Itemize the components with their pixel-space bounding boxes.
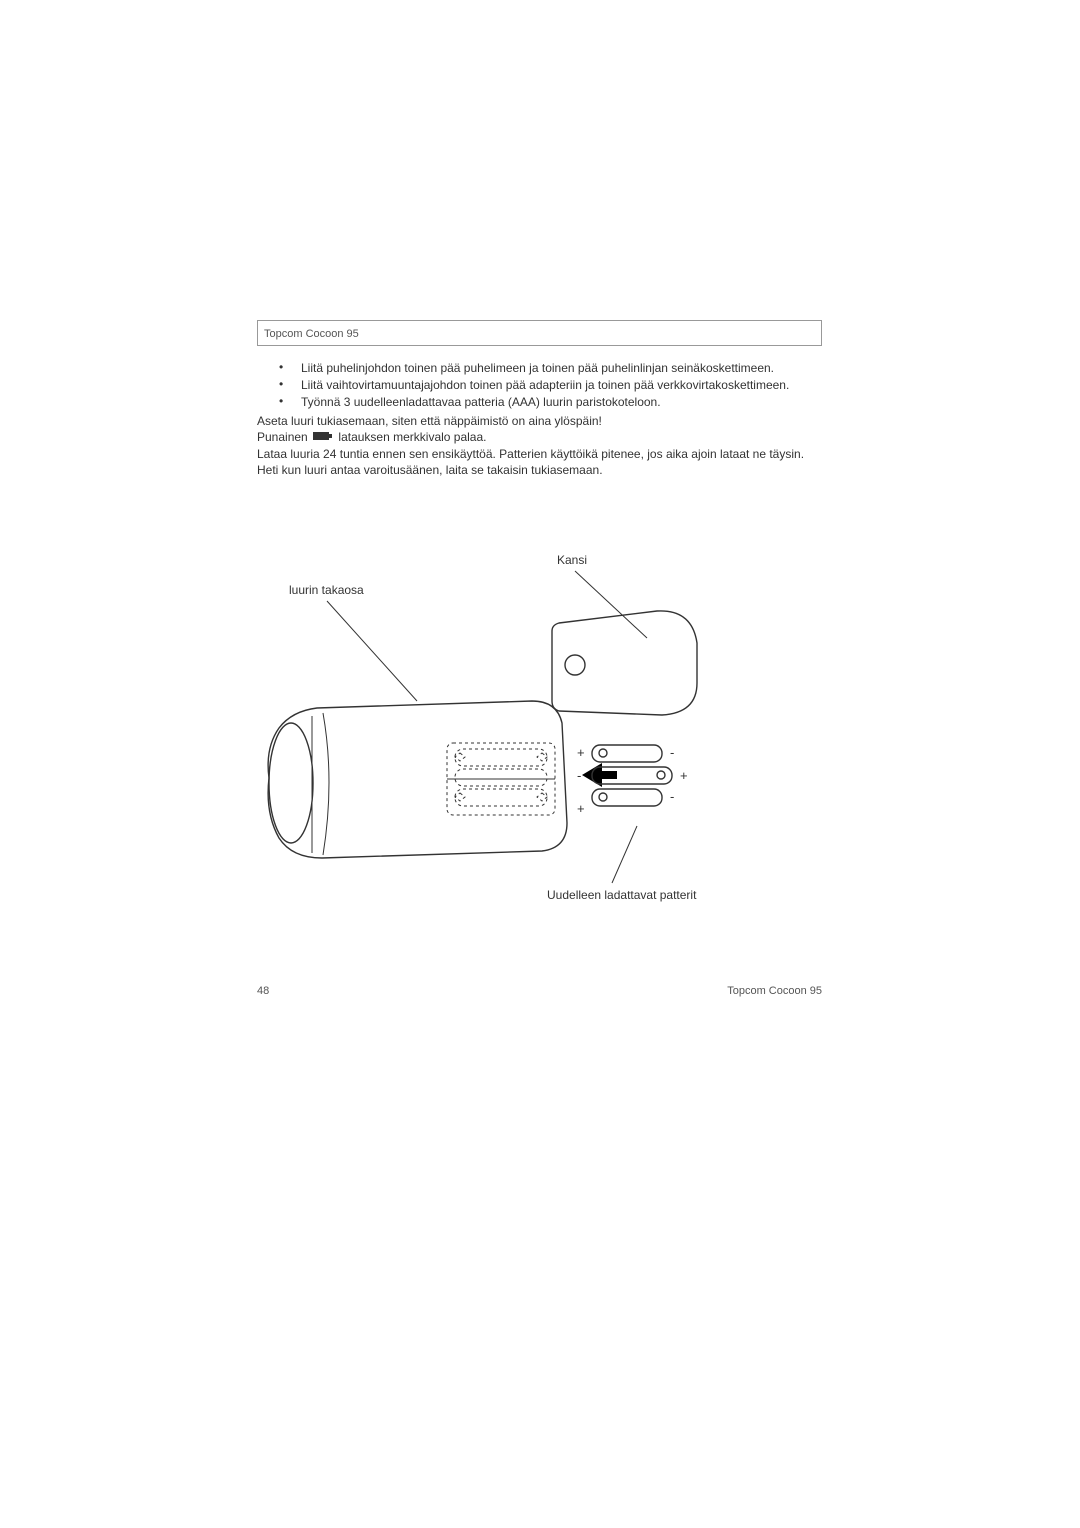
list-item: • Liitä vaihtovirtamuuntajajohdon toinen… [279,377,822,393]
bullet-marker: • [279,377,301,393]
body-line-3: Lataa luuria 24 tuntia ennen sen ensikäy… [257,446,822,478]
svg-text:+: + [680,768,688,783]
body-line-1: Aseta luuri tukiasemaan, siten että näpp… [257,413,822,429]
page-number: 48 [257,985,269,997]
svg-text:+: + [577,801,585,816]
battery-cells: + - - + + - [577,745,688,816]
bullet-text: Työnnä 3 uudelleenladattavaa patteria (A… [301,394,822,410]
diagram: luurin takaosa Kansi Uudelleen ladattava… [257,553,822,933]
battery-icon [313,429,333,445]
bullet-text: Liitä vaihtovirtamuuntajajohdon toinen p… [301,377,822,393]
svg-text:-: - [670,789,674,804]
bullet-list: • Liitä puhelinjohdon toinen pää puhelim… [279,360,822,411]
bullet-marker: • [279,360,301,376]
bullet-text: Liitä puhelinjohdon toinen pää puhelimee… [301,360,822,376]
header-box: Topcom Cocoon 95 [257,320,822,346]
label-batteries: Uudelleen ladattavat patterit [547,888,696,902]
body-line-2b: latauksen merkkivalo palaa. [338,430,486,444]
list-item: • Työnnä 3 uudelleenladattavaa patteria … [279,394,822,410]
footer-brand: Topcom Cocoon 95 [727,985,822,997]
bullet-marker: • [279,394,301,410]
cover-shape [552,611,697,715]
page-footer: 48 Topcom Cocoon 95 [257,985,822,997]
label-handset-back: luurin takaosa [289,583,364,597]
body-line-2: Punainen latauksen merkkivalo palaa. [257,429,822,446]
diagram-svg: + - - + + - [257,553,822,933]
label-cover: Kansi [557,553,587,567]
handset-shape [268,701,567,858]
list-item: • Liitä puhelinjohdon toinen pää puhelim… [279,360,822,376]
header-title: Topcom Cocoon 95 [264,328,359,340]
svg-text:-: - [577,768,581,783]
svg-text:+: + [577,745,585,760]
body-line-2a: Punainen [257,430,308,444]
svg-text:-: - [670,745,674,760]
